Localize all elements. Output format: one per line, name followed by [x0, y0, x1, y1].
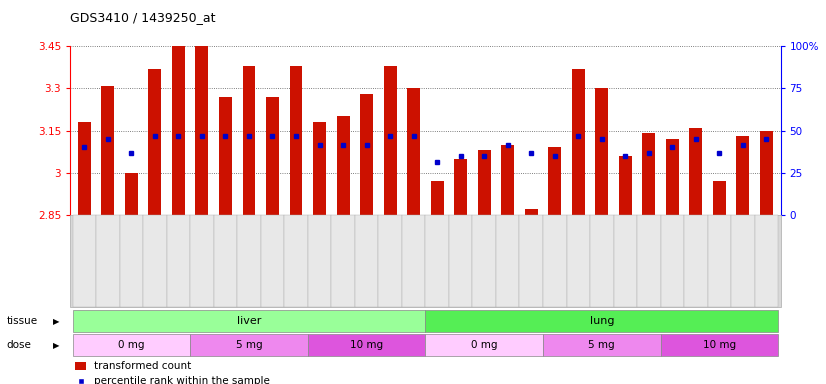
Bar — [219, 97, 232, 215]
Text: 0 mg: 0 mg — [118, 340, 145, 350]
Bar — [666, 139, 679, 215]
Bar — [572, 69, 585, 215]
Bar — [313, 122, 326, 215]
Bar — [290, 66, 302, 215]
Text: lung: lung — [590, 316, 614, 326]
Text: ▶: ▶ — [53, 341, 59, 350]
Bar — [760, 131, 773, 215]
Bar — [383, 66, 396, 215]
Bar — [243, 66, 255, 215]
Bar — [102, 86, 114, 215]
Bar — [407, 88, 420, 215]
Bar — [737, 136, 749, 215]
Text: 10 mg: 10 mg — [703, 340, 736, 350]
Bar — [360, 94, 373, 215]
Bar — [196, 46, 208, 215]
Text: tissue: tissue — [7, 316, 38, 326]
Bar — [643, 133, 655, 215]
Legend: transformed count, percentile rank within the sample: transformed count, percentile rank withi… — [75, 361, 270, 384]
Bar — [596, 88, 608, 215]
Text: 5 mg: 5 mg — [588, 340, 615, 350]
Text: dose: dose — [7, 340, 31, 350]
Bar — [690, 128, 702, 215]
Bar — [125, 173, 138, 215]
Bar — [266, 97, 279, 215]
Bar — [548, 147, 561, 215]
Bar — [454, 159, 468, 215]
Bar — [525, 209, 538, 215]
Bar — [619, 156, 632, 215]
Bar — [713, 181, 726, 215]
Bar — [172, 46, 185, 215]
Bar — [477, 150, 491, 215]
Text: 5 mg: 5 mg — [235, 340, 263, 350]
Bar — [149, 69, 161, 215]
Text: ▶: ▶ — [53, 316, 59, 326]
Bar — [336, 116, 349, 215]
Bar — [430, 181, 444, 215]
Text: 0 mg: 0 mg — [471, 340, 497, 350]
Bar — [501, 145, 514, 215]
Bar — [78, 122, 91, 215]
Text: GDS3410 / 1439250_at: GDS3410 / 1439250_at — [70, 12, 216, 25]
Text: 10 mg: 10 mg — [350, 340, 383, 350]
Text: liver: liver — [237, 316, 261, 326]
